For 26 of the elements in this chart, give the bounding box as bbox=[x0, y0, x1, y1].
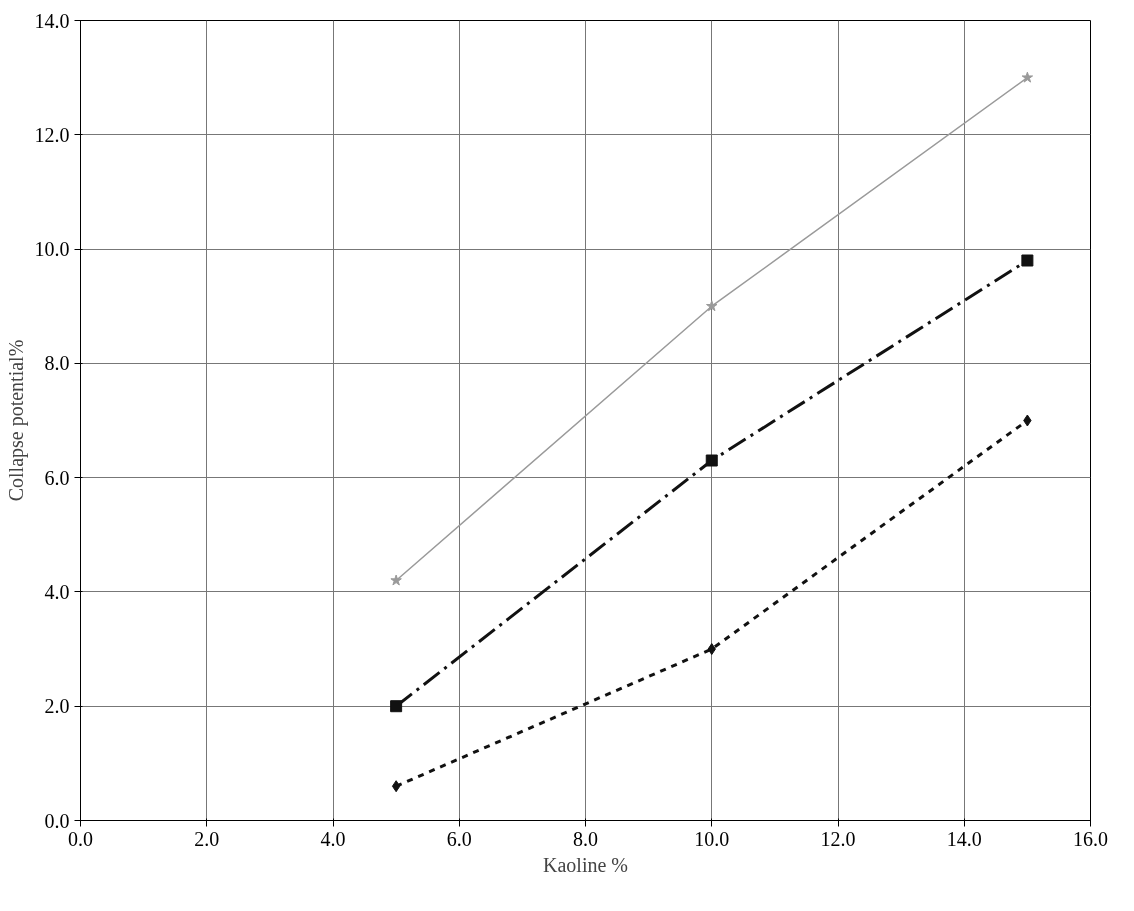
y-tick-label: 4.0 bbox=[44, 580, 70, 603]
point bbox=[390, 574, 402, 586]
y-tick-label: 0.0 bbox=[44, 809, 70, 832]
y-axis-title: Collapse potential% bbox=[4, 339, 28, 502]
y-tick-label: 10.0 bbox=[34, 238, 70, 261]
point bbox=[706, 300, 718, 312]
x-tick-label: 4.0 bbox=[320, 827, 346, 850]
x-tick-label: 8.0 bbox=[573, 827, 598, 850]
y-tick-label: 14.0 bbox=[34, 9, 70, 32]
x-tick-label: 14.0 bbox=[946, 827, 982, 850]
point bbox=[1021, 254, 1034, 267]
x-tick-label: 16.0 bbox=[1073, 827, 1108, 850]
y-tick-label: 2.0 bbox=[44, 695, 70, 718]
x-tick-label: 10.0 bbox=[694, 827, 730, 850]
point bbox=[1021, 71, 1034, 83]
y-tick-label: 8.0 bbox=[44, 352, 70, 375]
point bbox=[390, 700, 403, 713]
x-tick-label: 0.0 bbox=[68, 827, 93, 850]
y-tick-label: 6.0 bbox=[44, 466, 70, 489]
x-tick-label: 12.0 bbox=[820, 827, 856, 850]
point bbox=[391, 780, 401, 793]
x-axis-title: Kaoline % bbox=[543, 853, 628, 876]
y-tick-label: 12.0 bbox=[34, 123, 70, 146]
point bbox=[705, 454, 718, 467]
x-tick-label: 6.0 bbox=[446, 827, 472, 850]
x-tick-label: 2.0 bbox=[194, 827, 220, 850]
